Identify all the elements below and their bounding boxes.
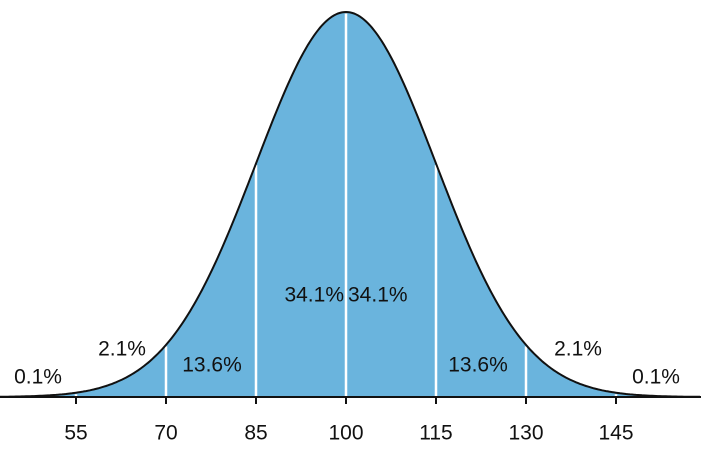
- curve: [0, 10, 700, 398]
- region-label: 2.1%: [554, 338, 602, 361]
- x-tick-label: 85: [244, 422, 267, 445]
- region: [0, 392, 76, 397]
- region: [526, 344, 616, 397]
- region-label: 13.6%: [448, 354, 508, 377]
- region: [76, 344, 166, 397]
- region: [346, 12, 436, 397]
- region-label: 13.6%: [182, 354, 242, 377]
- region-label: 0.1%: [632, 366, 680, 389]
- x-tick-label: 100: [328, 422, 363, 445]
- x-tick-label: 55: [64, 422, 87, 445]
- region: [256, 12, 346, 397]
- region-label: 2.1%: [98, 338, 146, 361]
- region-label: 34.1%: [348, 284, 408, 307]
- x-tick-label: 145: [598, 422, 633, 445]
- x-tick-label: 130: [508, 422, 543, 445]
- x-tick-label: 115: [419, 422, 452, 445]
- x-tick-label: 70: [154, 422, 177, 445]
- region-label: 0.1%: [14, 366, 62, 389]
- region-label: 34.1%: [284, 284, 344, 307]
